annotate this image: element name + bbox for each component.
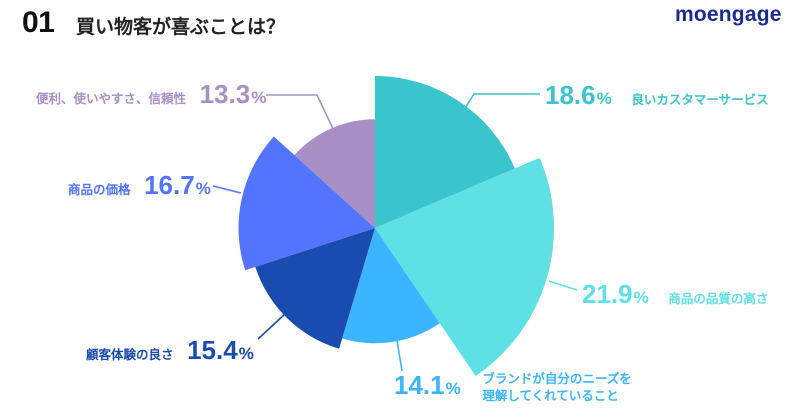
percent-value: 16.7% [144, 170, 211, 200]
category-label: 商品の品質の高さ [668, 291, 769, 306]
label-customer-experience: 顧客体験の良さ 15.4% [86, 335, 254, 366]
category-label: 顧客体験の良さ [86, 347, 174, 362]
slice-customer-experience [255, 228, 375, 349]
section-number: 01 [22, 6, 55, 39]
percent-value: 18.6% [545, 80, 612, 110]
slice-product-quality [375, 157, 554, 376]
category-label: 商品の価格 [68, 182, 131, 197]
label-brand-understands-needs: 14.1% ブランドが自分のニーズを 理解してくれていること [394, 370, 632, 404]
leader-line-convenience-reliability [266, 94, 337, 136]
percent-value: 15.4% [187, 335, 254, 365]
leader-line-product-price [212, 185, 242, 194]
label-product-quality: 21.9% 商品の品質の高さ [582, 279, 768, 310]
category-label: ブランドが自分のニーズを 理解してくれていること [482, 371, 632, 403]
page-title: 買い物客が喜ぶことは？ [76, 16, 286, 38]
percent-value: 13.3% [199, 79, 267, 109]
leader-line-product-quality [548, 280, 578, 291]
category-label: 便利、使いやすさ、信頼性 [36, 91, 187, 106]
slice-good-customer-service [375, 76, 515, 228]
label-product-price: 商品の価格 16.7% [68, 170, 211, 201]
percent-value: 14.1% [394, 370, 461, 400]
leader-line-brand-understands-needs [396, 339, 403, 372]
moengage-logo: moengage [675, 3, 782, 26]
leader-line-good-customer-service [461, 93, 540, 114]
label-convenience-reliability: 便利、使いやすさ、信頼性 13.3% [36, 79, 266, 110]
slice-product-price [238, 136, 375, 271]
category-label: 良いカスタマーサービス [631, 92, 769, 107]
slice-convenience-reliability [294, 119, 375, 228]
label-good-customer-service: 18.6% 良いカスタマーサービス [545, 80, 769, 111]
leader-line-customer-experience [257, 313, 286, 340]
percent-value: 21.9% [582, 279, 649, 309]
slice-brand-understands-needs [342, 228, 440, 344]
